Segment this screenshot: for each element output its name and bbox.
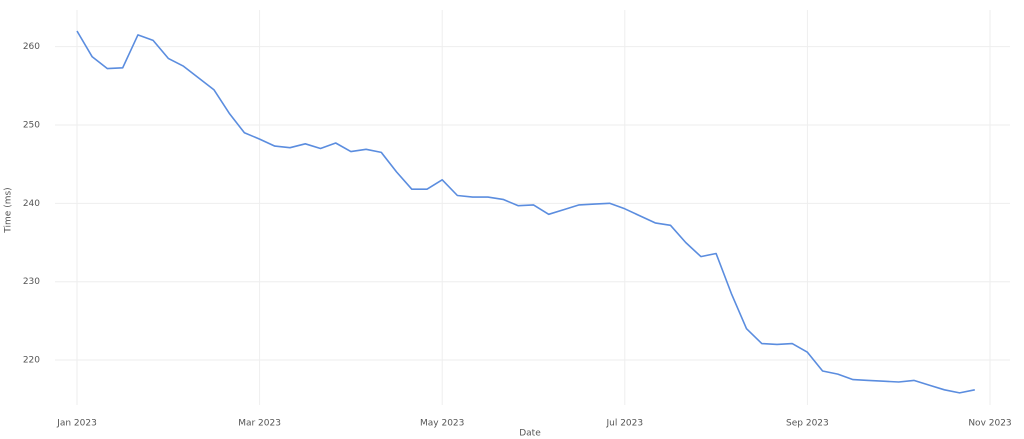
x-tick-label: Jan 2023: [56, 419, 97, 429]
y-tick-label: 240: [23, 199, 40, 209]
line: [76, 30, 975, 394]
x-tick-label: Sep 2023: [786, 419, 829, 429]
x-axis-title: Date: [519, 429, 541, 439]
x-tick-label: Nov 2023: [968, 419, 1011, 429]
y-tick-label: 230: [23, 277, 40, 287]
x-tick-label: Mar 2023: [238, 419, 281, 429]
x-tick-label: May 2023: [420, 419, 464, 429]
y-tick-label: 250: [23, 120, 40, 130]
y-tick-label: 260: [23, 42, 40, 52]
y-tick-label: 220: [23, 356, 40, 366]
x-tick-label: Jul 2023: [605, 419, 643, 429]
y-axis-title: Time (ms): [4, 187, 14, 233]
